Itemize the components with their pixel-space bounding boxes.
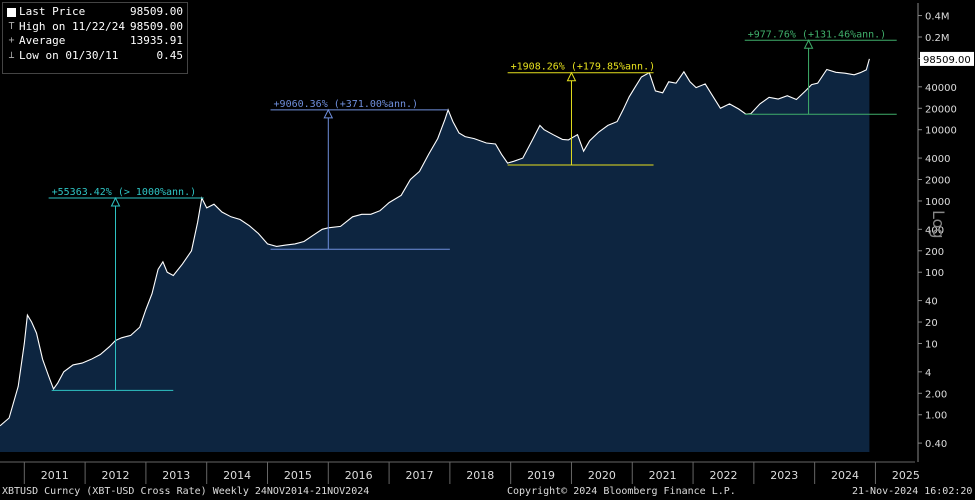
legend-row-last-price: Last Price 98509.00 — [7, 5, 183, 20]
x-tick-label: 2016 — [345, 469, 373, 482]
legend-label: Average — [19, 34, 66, 47]
legend-value: 13935.91 — [130, 34, 183, 47]
annotation-arrow-icon — [110, 196, 121, 207]
legend-value: 98509.00 — [130, 19, 183, 33]
x-tick-label: 2011 — [41, 469, 69, 482]
high-marker-icon: T — [8, 20, 15, 32]
price-line — [0, 58, 870, 427]
annotation-label: +1908.26% (+179.85%ann.) — [511, 62, 655, 73]
y-tick-label: 40 — [925, 297, 938, 308]
y-tick-label: 40000 — [925, 83, 957, 94]
footer-timestamp: 21-Nov-2024 16:02:20 — [852, 486, 973, 497]
legend-row-average: + Average 13935.91 — [7, 34, 183, 49]
y-tick-label: 200 — [925, 247, 944, 258]
x-tick-label: 2017 — [405, 469, 433, 482]
annotation-arrow-icon — [566, 71, 577, 82]
last-price-tag — [920, 51, 974, 66]
y-tick-label: 0.40 — [925, 439, 947, 450]
legend-value: 98509.00 — [130, 5, 183, 18]
y-tick-label: 10000 — [925, 126, 957, 137]
legend-label: High on 11/22/24 — [19, 19, 125, 33]
legend-value: 0.45 — [156, 48, 184, 62]
footer-copyright: Copyright© 2024 Bloomberg Finance L.P. — [507, 486, 736, 497]
annotation-1: +55363.42% (> 1000%ann.) — [48, 187, 204, 391]
y-tick-label: 1000 — [925, 197, 950, 208]
annotation-arrow-icon — [323, 108, 334, 119]
y-tick-label: 20 — [925, 318, 938, 329]
y-tick-label: 400 — [925, 225, 944, 236]
footer-security: XBTUSD Curncy (XBT-USD Cross Rate) Weekl… — [2, 486, 370, 497]
y-tick-label: 2.00 — [925, 389, 947, 400]
y-tick-label: 20000 — [925, 104, 957, 115]
annotation-label: +977.76% (+131.46%ann.) — [748, 29, 886, 40]
average-marker-icon: + — [8, 35, 15, 46]
y-tick-label: 100 — [925, 268, 944, 279]
y-tick-label: 4000 — [925, 154, 950, 165]
x-tick-label: 2012 — [102, 469, 130, 482]
x-tick-label: 2025 — [892, 469, 920, 482]
last-price-label: 98509.00 — [923, 55, 971, 66]
x-tick-label: 2018 — [466, 469, 494, 482]
annotation-4: +977.76% (+131.46%ann.) — [744, 29, 897, 115]
price-area — [0, 58, 870, 453]
chart-legend: Last Price 98509.00 T High on 11/22/24 98… — [2, 2, 188, 74]
legend-label: Low on 01/30/11 — [19, 48, 119, 62]
annotation-2: +9060.36% (+371.00%ann.) — [270, 99, 450, 250]
annotation-arrow-icon — [803, 39, 814, 49]
annotation-3: +1908.26% (+179.85%ann.) — [507, 62, 655, 166]
legend-label: Last Price — [19, 5, 86, 18]
x-tick-label: 2019 — [527, 469, 555, 482]
y-tick-label: 2000 — [925, 176, 950, 187]
x-tick-label: 2015 — [284, 469, 312, 482]
y-tick-label: 1.00 — [925, 411, 947, 422]
legend-row-high: T High on 11/22/24 98509.00 — [7, 20, 183, 35]
x-tick-label: 2023 — [770, 469, 798, 482]
x-tick-label: 2020 — [588, 469, 616, 482]
legend-row-low: ⊥ Low on 01/30/11 0.45 — [7, 49, 183, 64]
x-tick-label: 2013 — [162, 469, 190, 482]
y-tick-label: 4 — [925, 368, 931, 379]
annotation-label: +55363.42% (> 1000%ann.) — [52, 187, 197, 198]
y-tick-label: 0.4M — [925, 12, 950, 23]
low-marker-icon: ⊥ — [8, 49, 15, 61]
annotation-label: +9060.36% (+371.00%ann.) — [274, 99, 419, 110]
x-tick-label: 2024 — [831, 469, 859, 482]
y-tick-label: 10 — [925, 339, 938, 350]
chart-footer: XBTUSD Curncy (XBT-USD Cross Rate) Weekl… — [0, 486, 975, 500]
y-tick-label: 0.2M — [925, 33, 950, 44]
y-axis-title: Log — [929, 210, 948, 239]
square-swatch-icon — [7, 7, 16, 17]
x-tick-label: 2021 — [649, 469, 677, 482]
x-tick-label: 2014 — [223, 469, 251, 482]
x-tick-label: 2022 — [709, 469, 737, 482]
